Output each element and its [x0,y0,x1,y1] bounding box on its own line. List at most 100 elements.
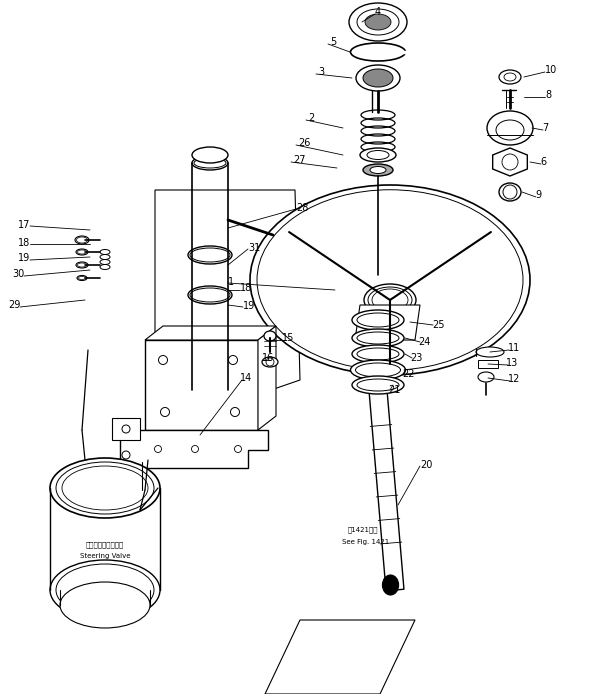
Ellipse shape [356,363,401,377]
Text: 4: 4 [375,7,381,17]
Ellipse shape [264,331,276,341]
Ellipse shape [367,151,389,160]
Text: Steering Valve: Steering Valve [80,553,130,559]
Ellipse shape [77,276,87,280]
Text: 11: 11 [508,343,520,353]
Ellipse shape [365,14,391,30]
Ellipse shape [75,236,89,244]
Text: 18: 18 [18,238,30,248]
Text: 3: 3 [318,67,324,77]
Ellipse shape [257,189,523,371]
Ellipse shape [350,360,405,380]
Text: 10: 10 [545,65,558,75]
Ellipse shape [56,462,154,514]
Ellipse shape [478,372,494,382]
Ellipse shape [357,348,399,360]
Circle shape [191,446,199,452]
Ellipse shape [360,148,396,162]
Ellipse shape [499,70,521,84]
Polygon shape [493,148,527,176]
Polygon shape [366,354,404,591]
Ellipse shape [364,284,416,316]
Circle shape [228,355,238,364]
Ellipse shape [194,158,226,168]
Bar [478,360,498,368]
Text: See Fig. 1421: See Fig. 1421 [342,539,389,545]
Text: 9: 9 [535,190,541,200]
Ellipse shape [188,286,232,304]
Text: 図1421参照: 図1421参照 [348,527,379,533]
Ellipse shape [60,582,150,628]
Ellipse shape [76,262,88,268]
Ellipse shape [262,357,278,367]
Ellipse shape [476,347,504,357]
Polygon shape [155,190,300,430]
Polygon shape [258,326,276,430]
Ellipse shape [250,185,530,375]
Text: 23: 23 [410,353,422,363]
Ellipse shape [357,9,399,35]
Text: 13: 13 [506,358,518,368]
Text: 20: 20 [420,460,432,470]
Ellipse shape [190,288,230,302]
Text: 24: 24 [418,337,430,347]
Text: 7: 7 [542,123,548,133]
Ellipse shape [352,329,404,347]
Ellipse shape [78,250,87,254]
Text: 25: 25 [432,320,444,330]
Text: 28: 28 [296,203,308,213]
Ellipse shape [192,147,228,163]
Ellipse shape [188,246,232,264]
Circle shape [122,451,130,459]
Polygon shape [265,620,415,694]
Ellipse shape [357,313,399,327]
Ellipse shape [363,69,393,87]
Ellipse shape [352,345,404,363]
Polygon shape [120,430,268,468]
Ellipse shape [50,560,160,620]
Circle shape [122,425,130,433]
Text: 19: 19 [18,253,30,263]
Circle shape [155,446,162,452]
Text: 1: 1 [228,277,234,287]
Ellipse shape [372,289,408,311]
Ellipse shape [192,156,228,170]
Circle shape [230,407,239,416]
Text: 30: 30 [12,269,24,279]
Ellipse shape [79,276,85,280]
Text: 6: 6 [540,157,546,167]
Circle shape [502,154,518,170]
Ellipse shape [56,564,154,616]
Ellipse shape [499,183,521,201]
Ellipse shape [357,379,399,391]
Text: 2: 2 [308,113,315,123]
Polygon shape [145,326,276,340]
Ellipse shape [349,3,407,41]
Text: 5: 5 [330,37,336,47]
Text: 15: 15 [282,333,295,343]
Ellipse shape [352,376,404,394]
Text: 12: 12 [508,374,521,384]
Ellipse shape [76,237,87,243]
Text: 19: 19 [243,301,255,311]
Ellipse shape [496,120,524,140]
Circle shape [235,446,242,452]
Circle shape [503,185,517,199]
Text: 21: 21 [388,385,401,395]
Ellipse shape [370,167,386,174]
Ellipse shape [352,310,404,330]
Ellipse shape [382,575,399,595]
Text: 27: 27 [293,155,305,165]
Ellipse shape [50,458,160,518]
Text: 31: 31 [248,243,260,253]
Text: 8: 8 [545,90,551,100]
Text: 14: 14 [240,373,252,383]
Ellipse shape [350,43,405,61]
Ellipse shape [76,249,88,255]
Polygon shape [145,340,258,430]
Ellipse shape [357,332,399,344]
Ellipse shape [487,111,533,145]
Text: ステアリングバルブ: ステアリングバルブ [86,542,124,548]
Text: 29: 29 [8,300,21,310]
Ellipse shape [78,263,87,267]
